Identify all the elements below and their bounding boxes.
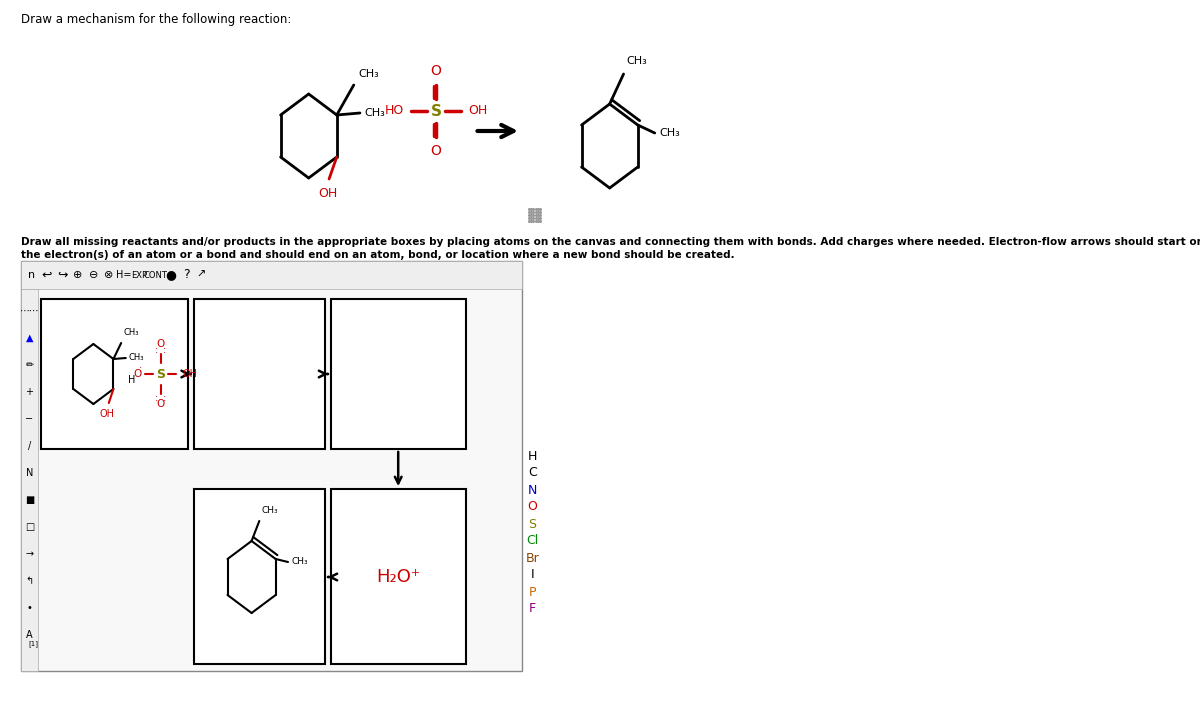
Text: H: H xyxy=(128,375,136,385)
Text: OH: OH xyxy=(182,369,197,379)
Text: S: S xyxy=(156,368,166,381)
Text: F: F xyxy=(529,602,536,616)
Text: ↩: ↩ xyxy=(42,268,53,282)
Text: O: O xyxy=(156,399,164,409)
Text: −: − xyxy=(25,414,34,424)
Text: ⋯⋯: ⋯⋯ xyxy=(19,306,40,316)
Text: CH₃: CH₃ xyxy=(262,506,278,515)
Text: :: : xyxy=(139,364,142,374)
Text: /: / xyxy=(28,441,31,451)
Text: n: n xyxy=(28,270,35,280)
Text: O: O xyxy=(528,501,538,513)
Text: CONT: CONT xyxy=(143,270,167,280)
Text: N: N xyxy=(25,468,34,478)
Bar xyxy=(41,299,187,449)
Text: P: P xyxy=(529,585,536,599)
Text: :: : xyxy=(155,345,158,355)
Text: CH₃: CH₃ xyxy=(359,69,379,79)
Bar xyxy=(193,299,325,449)
Text: ↪: ↪ xyxy=(58,268,67,282)
Text: •: • xyxy=(26,603,32,613)
Text: CH₃: CH₃ xyxy=(659,128,680,138)
Text: ⊕: ⊕ xyxy=(73,270,83,280)
Text: OH: OH xyxy=(468,104,487,117)
Text: C: C xyxy=(528,467,536,479)
Text: N: N xyxy=(528,484,538,496)
Text: Draw a mechanism for the following reaction:: Draw a mechanism for the following react… xyxy=(20,13,292,26)
Text: H=: H= xyxy=(116,270,132,280)
Bar xyxy=(20,261,522,671)
Text: EXP: EXP xyxy=(132,270,148,280)
Text: H: H xyxy=(528,450,538,462)
Text: I: I xyxy=(530,568,534,582)
Text: OH: OH xyxy=(100,409,115,419)
Text: :: : xyxy=(155,393,158,403)
Bar xyxy=(20,289,38,671)
Text: H₂O⁺: H₂O⁺ xyxy=(376,568,420,586)
Text: O: O xyxy=(156,339,164,349)
Bar xyxy=(331,489,466,664)
Text: O: O xyxy=(133,369,142,379)
Text: Draw all missing reactants and/or products in the appropriate boxes by placing a: Draw all missing reactants and/or produc… xyxy=(20,237,1200,247)
Text: the electron(s) of an atom or a bond and should end on an atom, bond, or locatio: the electron(s) of an atom or a bond and… xyxy=(20,250,734,260)
Text: A: A xyxy=(26,630,32,640)
Text: ✏: ✏ xyxy=(25,360,34,370)
Text: S: S xyxy=(528,517,536,530)
Bar xyxy=(20,261,522,289)
Text: Br: Br xyxy=(526,551,539,565)
Text: S: S xyxy=(431,104,442,119)
Text: O: O xyxy=(431,64,442,78)
Text: ⊗: ⊗ xyxy=(104,270,114,280)
Text: →: → xyxy=(25,549,34,559)
Text: ●: ● xyxy=(166,268,176,282)
Text: [1]: [1] xyxy=(28,640,38,647)
Text: CH₃: CH₃ xyxy=(124,328,139,337)
Text: OH: OH xyxy=(318,187,337,200)
Text: CH₃: CH₃ xyxy=(365,108,385,118)
Text: ↗: ↗ xyxy=(197,270,206,280)
Bar xyxy=(193,489,325,664)
Text: ■: ■ xyxy=(25,495,34,505)
Text: :: : xyxy=(163,393,166,403)
Text: O: O xyxy=(431,144,442,158)
Text: CH₃: CH₃ xyxy=(626,56,647,66)
Text: Cl: Cl xyxy=(527,534,539,547)
Bar xyxy=(331,299,466,449)
Text: ⊖: ⊖ xyxy=(89,270,98,280)
Text: HO: HO xyxy=(384,104,403,117)
Text: ↰: ↰ xyxy=(25,576,34,586)
Text: CH₃: CH₃ xyxy=(128,354,144,362)
Text: CH₃: CH₃ xyxy=(292,558,307,566)
Text: :: : xyxy=(163,345,166,355)
Text: ▲: ▲ xyxy=(25,333,34,343)
Text: ?: ? xyxy=(182,268,190,282)
Text: □: □ xyxy=(25,522,34,532)
Text: +: + xyxy=(25,387,34,397)
